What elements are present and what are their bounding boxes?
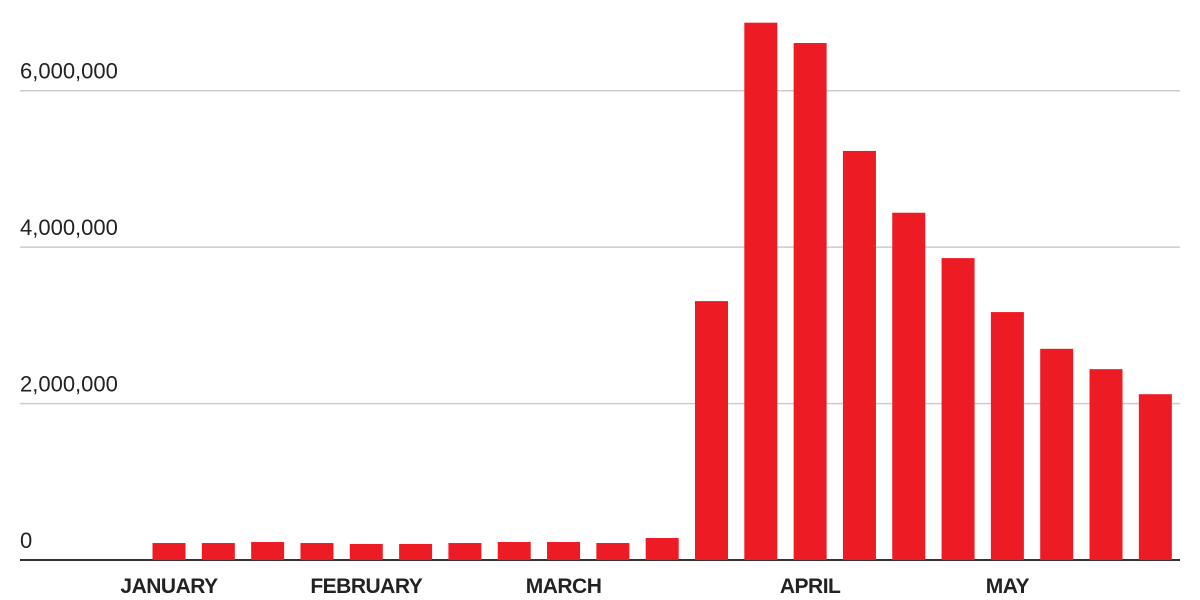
x-tick-label: APRIL xyxy=(780,575,841,598)
y-tick-label: 6,000,000 xyxy=(20,59,118,84)
bar xyxy=(251,542,285,560)
bar xyxy=(448,543,482,560)
bar xyxy=(596,543,630,560)
bar xyxy=(1040,348,1074,560)
bar xyxy=(497,542,531,560)
x-tick-label: MARCH xyxy=(526,575,602,598)
bar xyxy=(694,301,728,560)
bar xyxy=(1089,369,1123,560)
bar xyxy=(941,258,975,560)
bar xyxy=(201,543,235,560)
bar xyxy=(990,312,1024,560)
bar xyxy=(1138,394,1172,560)
x-tick-label: FEBRUARY xyxy=(310,575,422,598)
bar xyxy=(793,43,827,560)
bar xyxy=(892,212,926,560)
bar xyxy=(645,538,679,560)
bar xyxy=(547,542,581,560)
y-tick-label: 2,000,000 xyxy=(20,372,118,397)
y-tick-label: 0 xyxy=(20,528,32,553)
y-tick-label: 4,000,000 xyxy=(20,215,118,240)
bar xyxy=(744,22,778,560)
x-tick-label: JANUARY xyxy=(120,575,218,598)
bar xyxy=(349,543,383,560)
bar xyxy=(399,543,433,560)
bar xyxy=(152,543,186,560)
bar xyxy=(842,150,876,561)
bar xyxy=(300,543,334,560)
x-tick-label: MAY xyxy=(986,575,1030,598)
